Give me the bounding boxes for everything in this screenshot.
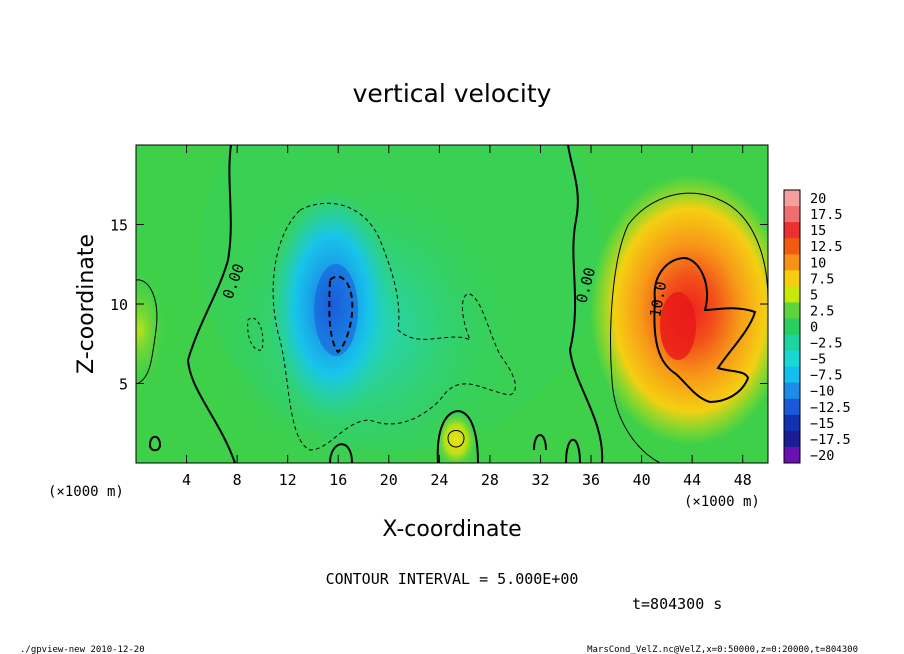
footer-right: MarsCond_VelZ.nc@VelZ,x=0:50000,z=0:2000… <box>587 645 858 654</box>
zero-contour-left <box>186 145 236 463</box>
y-axis-label: Z-coordinate <box>74 234 99 374</box>
yellow-bubble <box>434 410 478 463</box>
colorbar-swatch-12 <box>784 382 800 400</box>
x-tick-label-7: 32 <box>531 471 549 489</box>
colorbar-label-4: 10 <box>810 255 826 271</box>
x-tick-label-6: 28 <box>481 471 499 489</box>
small-contour-5 <box>136 279 158 385</box>
x-axis: 4 8 12 16 20 24 28 32 36 40 44 48 <box>182 145 752 489</box>
small-contour-4 <box>148 435 162 452</box>
colorbar-swatch-9 <box>784 334 800 352</box>
x-axis-unit-right: (×1000 m) <box>684 494 760 510</box>
colorbar-swatch-10 <box>784 350 800 368</box>
footer-left: ./gpview-new 2010-12-20 <box>20 645 145 654</box>
contours <box>136 145 768 463</box>
x-tick-label-10: 44 <box>683 471 701 489</box>
colorbar-label-5: 7.5 <box>810 271 834 287</box>
downdraft-dashed-inner <box>328 275 354 354</box>
colorbar-swatch-11 <box>784 366 800 384</box>
colorbar: 2017.51512.5107.552.50−2.5−5−7.5−10−12.5… <box>783 189 851 464</box>
field-lime-left <box>136 270 168 390</box>
downdraft-inner <box>314 264 358 356</box>
colorbar-label-12: −10 <box>810 384 834 400</box>
colorbar-label-0: 20 <box>810 191 826 207</box>
x-axis-unit-left: (×1000 m) <box>48 484 124 500</box>
colorbar-label-3: 12.5 <box>810 239 843 255</box>
y-tick-label-1: 10 <box>110 296 128 314</box>
updraft-10-contour <box>653 256 757 404</box>
colorbar-swatch-6 <box>784 286 800 303</box>
colorbar-label-1: 17.5 <box>810 207 843 223</box>
x-tick-label-4: 20 <box>380 471 398 489</box>
colorbar-swatch-2 <box>784 222 800 239</box>
colorbar-label-16: −20 <box>810 448 834 464</box>
small-contour-2 <box>533 434 547 451</box>
small-contour-1 <box>329 443 353 463</box>
colorbar-swatch-13 <box>784 398 800 416</box>
x-axis-label: X-coordinate <box>382 517 521 542</box>
colorbar-label-15: −17.5 <box>810 432 851 448</box>
colorbar-swatch-1 <box>784 206 800 223</box>
small-dashed-left <box>247 317 264 351</box>
colorbar-swatch-3 <box>784 238 800 255</box>
x-tick-label-2: 12 <box>279 471 297 489</box>
colorbar-label-6: 5 <box>810 287 818 303</box>
colorbar-swatch-7 <box>784 302 800 319</box>
x-tick-label-3: 16 <box>329 471 347 489</box>
x-tick-label-11: 48 <box>734 471 752 489</box>
colorbar-label-7: 2.5 <box>810 303 834 319</box>
chart-title: vertical velocity <box>353 79 552 108</box>
colorbar-swatch-14 <box>784 414 800 432</box>
colorbar-swatch-15 <box>784 430 800 448</box>
x-tick-label-5: 24 <box>430 471 448 489</box>
colorbar-label-13: −12.5 <box>810 400 851 416</box>
contour-interval-text: CONTOUR INTERVAL = 5.000E+00 <box>326 570 579 588</box>
y-axis: 5 10 15 <box>110 217 768 394</box>
y-tick-label-0: 5 <box>119 376 128 394</box>
x-tick-label-0: 4 <box>182 471 191 489</box>
colorbar-swatch-8 <box>784 318 800 336</box>
updraft-5-contour <box>610 192 768 463</box>
x-tick-label-9: 40 <box>633 471 651 489</box>
updraft-core <box>660 292 696 360</box>
colorbar-swatch-16 <box>784 446 800 464</box>
contour-label-updraft: 10.0 <box>646 280 670 319</box>
small-contour-3 <box>565 439 581 463</box>
colorbar-label-2: 15 <box>810 223 826 239</box>
colorbar-label-10: −5 <box>810 352 826 368</box>
bubble-contour <box>436 409 479 463</box>
colorbar-label-14: −15 <box>810 416 834 432</box>
y-tick-label-2: 15 <box>110 217 128 235</box>
downdraft-dashed-outer <box>272 202 516 451</box>
colorbar-label-8: 0 <box>810 320 818 336</box>
time-text: t=804300 s <box>632 595 722 613</box>
x-tick-label-8: 36 <box>582 471 600 489</box>
bubble-inner-contour <box>447 430 465 448</box>
x-tick-label-1: 8 <box>233 471 242 489</box>
colorbar-swatch-0 <box>784 190 800 207</box>
heatmap-field <box>136 145 768 463</box>
zero-contour-right <box>567 145 604 463</box>
colorbar-swatch-4 <box>784 254 800 271</box>
colorbar-frame <box>783 189 801 464</box>
colorbar-label-9: −2.5 <box>810 336 843 352</box>
colorbar-label-11: −7.5 <box>810 368 843 384</box>
colorbar-swatch-5 <box>784 270 800 287</box>
